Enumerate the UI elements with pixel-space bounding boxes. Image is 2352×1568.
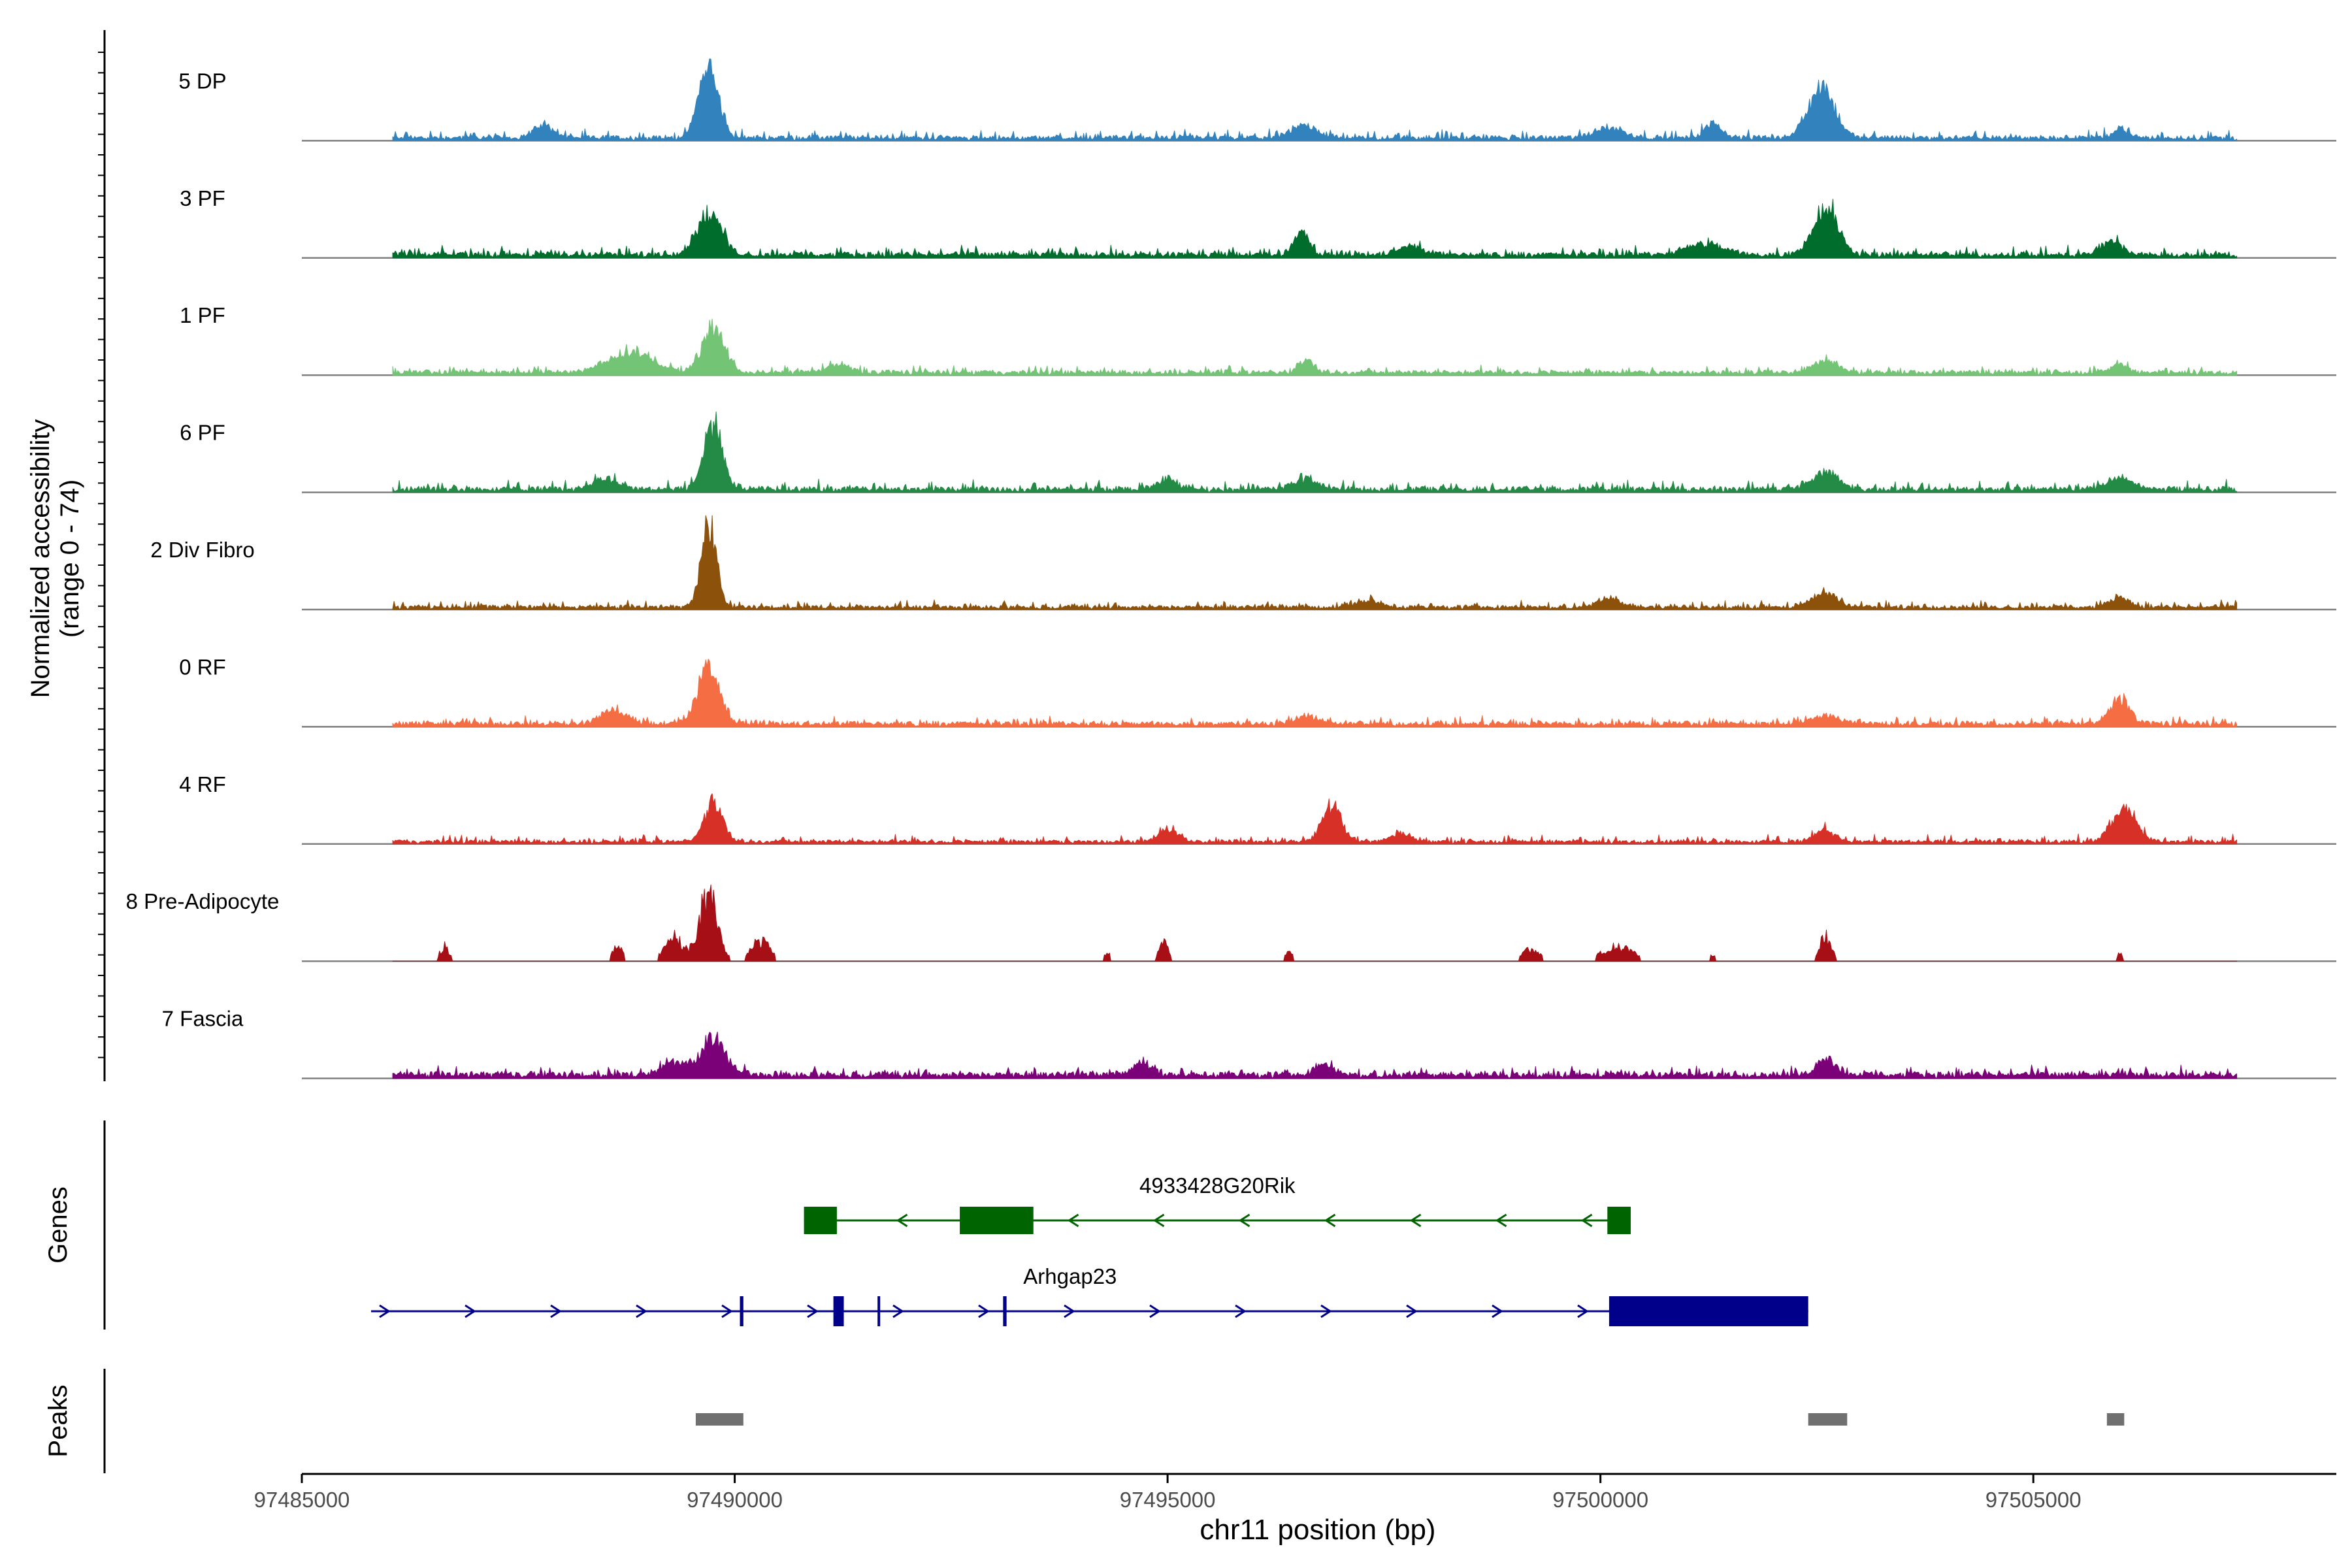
peaks-panel-title: Peaks — [44, 1384, 73, 1457]
exon — [960, 1207, 1034, 1234]
gene-Arhgap23: Arhgap23 — [371, 1264, 1808, 1326]
exon — [833, 1296, 844, 1326]
strand-arrow — [1406, 1304, 1418, 1318]
strand-arrow — [1064, 1304, 1075, 1318]
peak-region — [2106, 1413, 2125, 1426]
track-3: 1 PF — [180, 303, 2336, 376]
x-tick-label: 97490000 — [687, 1488, 783, 1512]
strand-arrow — [896, 1213, 908, 1228]
strand-arrow — [636, 1304, 647, 1318]
coverage-area — [392, 411, 2238, 493]
strand-arrow — [1580, 1213, 1593, 1228]
coverage-area — [392, 199, 2238, 259]
coverage-area — [392, 884, 2238, 962]
strand-arrow — [892, 1304, 904, 1318]
exon — [1003, 1296, 1007, 1326]
track-5: 2 Div Fibro — [150, 515, 2336, 611]
coverage-area — [392, 58, 2238, 141]
strand-arrow — [807, 1304, 819, 1318]
strand-arrow — [550, 1304, 562, 1318]
track-9: 7 Fascia — [162, 1007, 2336, 1079]
exon — [1607, 1207, 1631, 1234]
exon — [1609, 1296, 1808, 1326]
strand-arrow — [1495, 1213, 1507, 1228]
x-axis-title: chr11 position (bp) — [1200, 1514, 1435, 1546]
gene-annotations: 4933428G20Rik Arhgap23 — [371, 1173, 1808, 1326]
track-8: 8 Pre-Adipocyte — [126, 884, 2336, 962]
strand-arrow — [379, 1304, 391, 1318]
coverage-area — [392, 318, 2238, 376]
exon — [740, 1296, 743, 1326]
coverage-area — [392, 659, 2238, 727]
coverage-area — [392, 1032, 2238, 1079]
track-label: 5 DP — [178, 69, 226, 93]
strand-arrow — [1149, 1304, 1161, 1318]
strand-arrow — [465, 1304, 476, 1318]
track-label: 3 PF — [180, 186, 225, 210]
coverage-area — [392, 515, 2238, 610]
gene-label: Arhgap23 — [1023, 1264, 1117, 1288]
strand-arrow — [1324, 1213, 1336, 1228]
x-tick-label: 97500000 — [1552, 1488, 1648, 1512]
x-tick-label: 97495000 — [1120, 1488, 1216, 1512]
strand-arrow — [1235, 1304, 1247, 1318]
strand-arrow — [1152, 1213, 1165, 1228]
strand-arrow — [1067, 1213, 1079, 1228]
strand-arrow — [1238, 1213, 1250, 1228]
y-axis-title: Normalized accessibility — [26, 419, 55, 698]
track-label: 8 Pre-Adipocyte — [126, 889, 280, 913]
strand-arrow — [978, 1304, 990, 1318]
track-2: 3 PF — [180, 186, 2336, 259]
strand-arrow — [1577, 1304, 1589, 1318]
track-7: 4 RF — [179, 772, 2336, 845]
strand-arrow — [721, 1304, 733, 1318]
x-tick-label: 97505000 — [1985, 1488, 2082, 1512]
x-tick-label: 97485000 — [254, 1488, 350, 1512]
track-4: 6 PF — [180, 411, 2336, 493]
track-label: 1 PF — [180, 303, 225, 327]
y-axis-minor-ticks — [98, 52, 105, 1058]
strand-arrow — [1492, 1304, 1503, 1318]
strand-arrow — [1409, 1213, 1422, 1228]
track-label: 7 Fascia — [162, 1007, 244, 1031]
exon — [804, 1207, 837, 1234]
coverage-area — [392, 793, 2238, 845]
track-1: 5 DP — [178, 58, 2336, 142]
genes-panel-title: Genes — [44, 1186, 73, 1264]
y-axis-range-label: (range 0 - 74) — [56, 480, 84, 638]
peak-region — [695, 1413, 743, 1426]
track-label: 2 Div Fibro — [150, 538, 255, 562]
track-label: 6 PF — [180, 421, 225, 445]
track-label: 4 RF — [179, 772, 226, 796]
peak-regions — [695, 1413, 2125, 1426]
gene-4933428G20Rik: 4933428G20Rik — [804, 1173, 1631, 1234]
strand-arrow — [1320, 1304, 1332, 1318]
track-label: 0 RF — [179, 655, 226, 679]
exon — [877, 1296, 881, 1326]
peak-region — [1808, 1413, 1848, 1426]
gene-label: 4933428G20Rik — [1139, 1173, 1296, 1198]
x-axis-ticks: 97485000 97490000 97495000 97500000 97505000 — [254, 1474, 2082, 1512]
coverage-tracks: 5 DP 3 PF 1 PF 6 PF 2 Div Fibro 0 RF 4 RF 8 Pre… — [126, 58, 2336, 1079]
track-6: 0 RF — [179, 655, 2336, 728]
